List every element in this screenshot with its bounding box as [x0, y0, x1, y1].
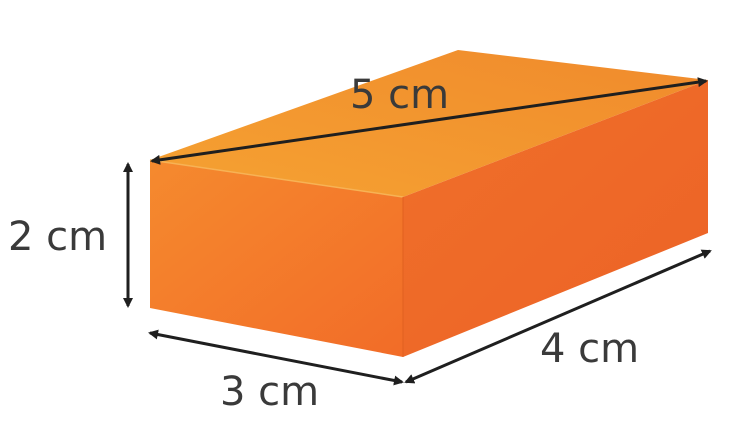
depth-arrow: [404, 249, 712, 384]
diagonal-label: 5 cm: [350, 72, 449, 118]
prism-top-edge: [149, 159, 404, 198]
height-label: 2 cm: [8, 214, 107, 260]
prism-front-face: [150, 160, 403, 357]
diagonal-arrow: [150, 77, 708, 165]
width-label: 3 cm: [220, 369, 319, 415]
depth-label: 4 cm: [540, 326, 639, 372]
width-arrow: [148, 329, 404, 386]
